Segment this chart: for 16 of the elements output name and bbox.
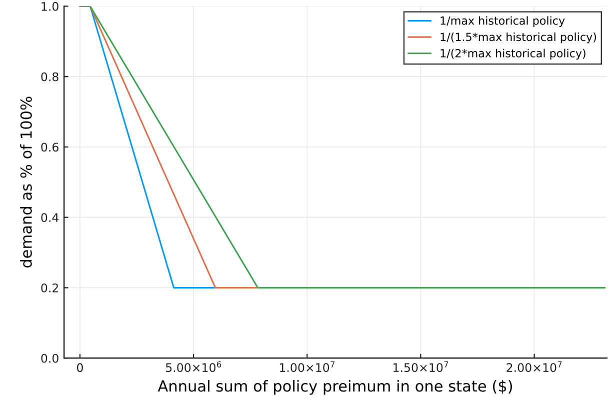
x-tick-label: 5.00×10$^{6}$ xyxy=(166,361,222,372)
legend-label: 1/(1.5*max historical policy) xyxy=(440,32,596,44)
y-axis-title: demand as % of 100% xyxy=(20,96,32,268)
x-tick-label: 1.50×10$^{7}$ xyxy=(394,361,448,372)
x-tick-label: 1.00×10$^{7}$ xyxy=(280,361,335,372)
x-axis-title: Annual sum of policy preimum in one state ($) xyxy=(158,380,512,395)
y-tick-label: 0.6 xyxy=(41,142,58,152)
x-tick-label: 0 xyxy=(76,363,83,372)
x-tick-label: 2.00×10$^{7}$ xyxy=(506,361,562,372)
y-tick-label: 1.0 xyxy=(42,2,58,11)
y-tick-label: 0.2 xyxy=(41,283,58,292)
y-tick-label: 0.8 xyxy=(41,72,58,82)
legend-label: 1/(2*max historical policy) xyxy=(440,48,586,60)
y-tick-label: 0.0 xyxy=(41,354,58,363)
legend-label: 1/max historical policy xyxy=(440,16,565,27)
y-tick-label: 0.4 xyxy=(41,213,59,222)
